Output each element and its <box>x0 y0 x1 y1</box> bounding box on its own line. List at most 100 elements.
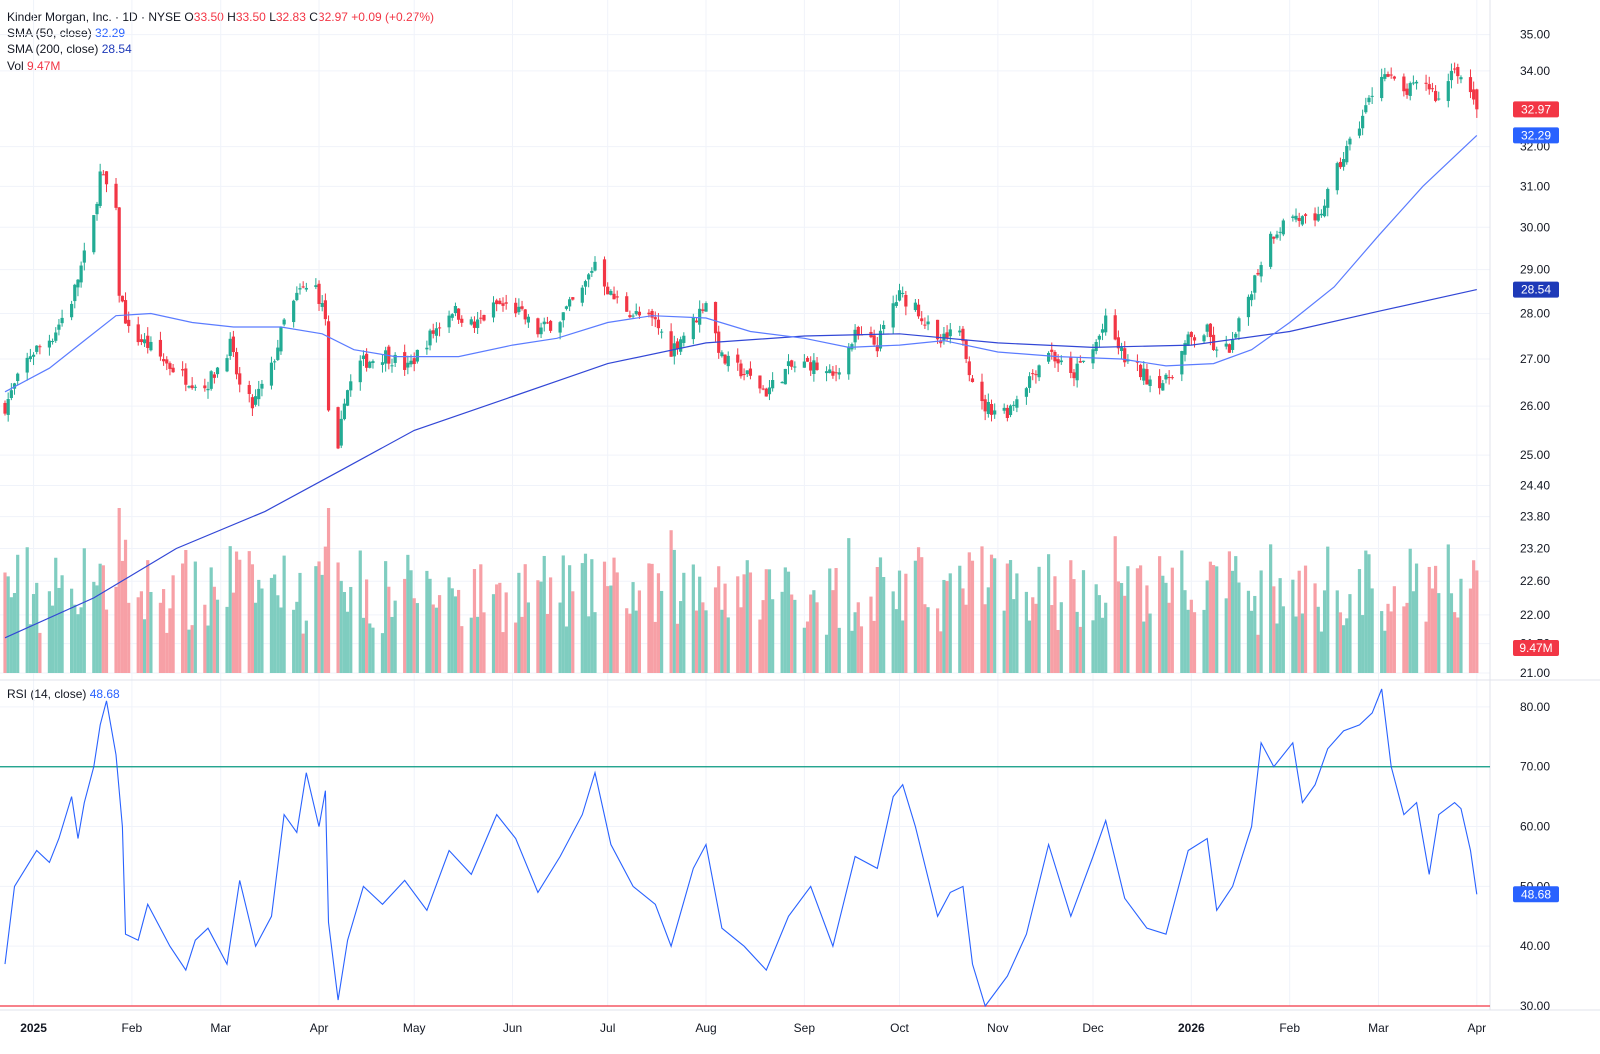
volume-bar <box>1192 612 1197 673</box>
volume-bar <box>1205 580 1209 673</box>
price-tick-label: 25.00 <box>1520 448 1550 462</box>
candle-body <box>935 319 940 340</box>
candle-body <box>1005 407 1009 418</box>
volume-bar <box>28 624 32 673</box>
volume-bar <box>114 586 118 673</box>
sma200-badge-bg <box>1513 281 1559 298</box>
candle-body <box>380 362 385 365</box>
volume-bar <box>479 564 483 673</box>
rsi-tick-label: 80.00 <box>1520 700 1550 714</box>
volume-bar <box>834 568 838 673</box>
volume-bar <box>691 564 695 673</box>
sma50-line <box>4 134 1478 393</box>
candle-body <box>336 407 340 449</box>
volume-bar <box>634 610 638 673</box>
volume-bar <box>942 579 946 673</box>
candle-body <box>25 357 29 373</box>
candle-body <box>748 368 753 376</box>
sma50-badge: 32.29 <box>1513 127 1559 144</box>
price-tick-label: 22.60 <box>1520 574 1550 588</box>
volume-bar <box>745 560 749 673</box>
volume-bar <box>358 550 362 673</box>
candle-body <box>568 299 572 307</box>
candle-body <box>238 373 242 385</box>
volume-bar <box>292 609 296 673</box>
volume-bar <box>6 576 10 673</box>
volume-bar <box>260 588 264 673</box>
vol-label: Vol <box>7 59 24 73</box>
volume-bar <box>1097 595 1101 673</box>
volume-bar <box>1316 606 1320 673</box>
rsi-tick-label: 30.00 <box>1520 999 1550 1013</box>
volume-bar <box>123 539 128 673</box>
volume-bar <box>457 589 461 673</box>
volume-bar <box>1383 630 1387 673</box>
candle-body <box>1303 214 1308 216</box>
axis-badges: 32.97 32.29 28.54 9.47M 48.68 <box>1513 101 1559 903</box>
volume-bar <box>904 573 908 673</box>
time-tick-label: Jul <box>600 1021 615 1035</box>
vol-badge: 9.47M <box>1513 640 1559 656</box>
candle-body <box>834 372 838 374</box>
volume-bar <box>1326 546 1330 673</box>
candle-body <box>1167 377 1171 379</box>
sma200-value: 28.54 <box>101 42 132 56</box>
volume-bar <box>345 611 350 673</box>
candle-body <box>504 302 508 304</box>
volume-bar <box>491 594 496 673</box>
volume-bar <box>847 538 851 673</box>
volume-bar <box>257 579 261 673</box>
time-axis[interactable]: 2025 Feb Mar Apr May Jun Jul Aug Sep Oct Nov Dec 202… <box>20 1021 1486 1035</box>
candle-body <box>35 345 39 352</box>
volume-bar <box>809 594 813 673</box>
volume-bar <box>320 574 324 673</box>
candle-body <box>1275 234 1279 238</box>
volume-bar <box>856 602 860 673</box>
candle-body <box>358 360 362 383</box>
time-tick-label: 2026 <box>1178 1021 1205 1035</box>
change-value: +0.09 (+0.27%) <box>351 10 435 24</box>
volume-bar <box>142 619 147 673</box>
volume-bars <box>3 508 1479 673</box>
candle-body <box>1145 369 1149 385</box>
volume-bar <box>523 564 527 673</box>
volume-bar <box>92 581 96 673</box>
volume-bar <box>250 564 255 673</box>
volume-bar <box>1091 620 1095 673</box>
candle-body <box>1437 98 1441 100</box>
candle-body <box>323 300 327 320</box>
candle-body <box>101 174 105 176</box>
candle-body <box>558 322 562 333</box>
vol-legend: Vol 9.47M <box>7 58 60 74</box>
candle-body <box>767 387 772 395</box>
volume-bar <box>1224 598 1228 673</box>
candle-body <box>1078 361 1082 363</box>
volume-bar <box>472 569 477 673</box>
candle-body <box>1389 74 1393 76</box>
candle-body <box>498 300 502 305</box>
time-tick-label: May <box>403 1021 426 1035</box>
volume-bar <box>1348 594 1352 673</box>
volume-bar <box>1119 583 1124 673</box>
price-axis[interactable]: 35.0034.0032.0031.0030.0029.0028.0027.00… <box>1520 28 1550 680</box>
price-tick-label: 26.00 <box>1520 399 1550 413</box>
candle-body <box>561 312 565 321</box>
high-value: 33.50 <box>235 10 266 24</box>
volume-bar <box>1170 567 1174 673</box>
candle-body <box>431 330 435 334</box>
volume-bar <box>1015 573 1019 673</box>
candle-body <box>723 354 727 364</box>
candle-body <box>625 296 629 312</box>
candle-body <box>650 310 654 318</box>
volume-bar <box>361 617 366 673</box>
volume-bar <box>326 508 331 673</box>
volume-bar <box>653 621 657 673</box>
volume-bar <box>476 616 480 673</box>
candle-body <box>920 318 924 322</box>
candle-body <box>694 320 699 323</box>
volume-bar <box>1386 603 1390 673</box>
volume-bar <box>1075 611 1079 673</box>
volume-bar <box>1024 591 1028 673</box>
